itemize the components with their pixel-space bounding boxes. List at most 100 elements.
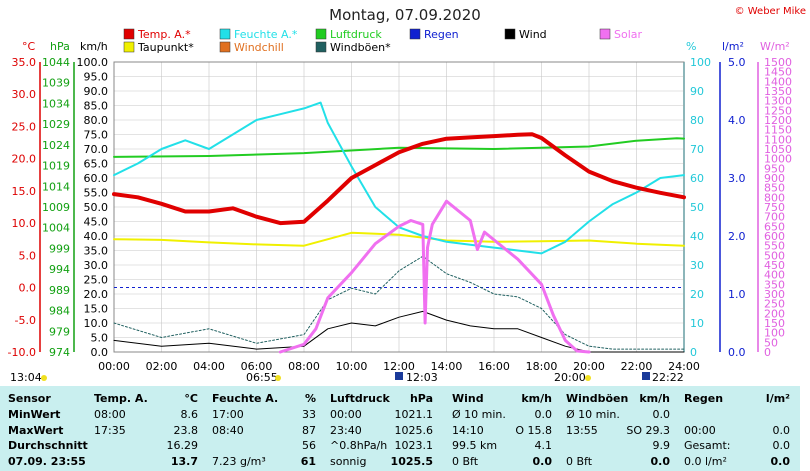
tick-solar: 550 (764, 240, 785, 253)
stats-cell: 0.0 l/m² (684, 454, 727, 468)
tick-rain: 1.0 (728, 288, 746, 301)
tick-pct: 70 (690, 143, 704, 156)
tick-kmh: 60.0 (84, 172, 109, 185)
stats-header-cell: Wind (452, 392, 484, 405)
stats-header-cell: hPa (409, 392, 433, 405)
stats-header-cell: Windböen (566, 392, 629, 405)
tick-kmh: 90.0 (84, 85, 109, 98)
tick-time: 04:00 (193, 360, 225, 373)
stats-row: Durchschnitt 16.29 56 ^0.8hPa/h 1023.1 99.5 k… (0, 439, 800, 454)
stats-row: MaxWert 17:35 23.8 08:40 87 23:40 1025.6 14:10 O… (0, 424, 800, 439)
sun-icon (41, 375, 47, 381)
sunrise-icon (275, 375, 281, 381)
tick-solar: 100 (764, 327, 785, 340)
tick-pct: 20 (690, 288, 704, 301)
unit-hpa: hPa (50, 40, 70, 53)
stats-header-cell: Temp. A. (94, 392, 148, 405)
stats-row-label: 07.09. 23:55 (8, 454, 86, 468)
tick-temp: 35.0 (12, 56, 37, 69)
legend-label: Windböen* (330, 41, 391, 54)
stats-cell: 0.0 (772, 439, 791, 452)
tick-kmh: 95.0 (84, 71, 109, 84)
tick-hpa: 1014 (42, 180, 70, 193)
stats-cell: 4.1 (534, 439, 553, 452)
stats-cell: SO 29.3 (626, 423, 670, 437)
tick-hpa: 1019 (42, 160, 70, 173)
marker-left-time: 13:04 (10, 371, 42, 384)
tick-kmh: 80.0 (84, 114, 109, 127)
legend-label: Windchill (234, 41, 284, 54)
unit-solar: W/m² (760, 40, 790, 53)
unit-temp: °C (22, 40, 36, 53)
copyright-label: © Weber Mike (735, 6, 806, 17)
stats-cell: 0.0 (652, 408, 671, 421)
tick-pct: 40 (690, 230, 704, 243)
stats-cell: 00:00 (684, 423, 716, 437)
weather-chart: Montag, 07.09.2020 © Weber Mike Temp. A.… (8, 6, 806, 384)
stats-cell: 0.0 (770, 454, 791, 468)
tick-hpa: 989 (49, 284, 70, 297)
tick-solar: 300 (764, 288, 785, 301)
tick-temp: -10.0 (8, 346, 36, 359)
tick-solar: 1000 (764, 153, 792, 166)
tick-pct: 90 (690, 85, 704, 98)
stats-cell: 00:00 (330, 408, 362, 421)
legend-swatch (599, 28, 611, 40)
tick-hpa: 1024 (42, 139, 70, 152)
tick-solar: 1500 (764, 56, 792, 69)
unit-rain: l/m² (722, 40, 744, 53)
unit-pct: % (686, 40, 696, 53)
tick-hpa: 1004 (42, 222, 70, 235)
tick-temp: 20.0 (12, 153, 37, 166)
time-markers: 13:04 06:55 12:03 20:00 22:22 (10, 371, 684, 384)
stats-table: Sensor Temp. A. °C Feuchte A.% Luftdruck hPa W… (0, 386, 800, 471)
axis-units: °C hPa km/h% l/m² W/m² (22, 40, 790, 53)
stats-header-cell: Feuchte A. (212, 392, 279, 405)
stats-cell: 9.9 (652, 439, 671, 452)
stats-cell: 1025.5 (390, 454, 433, 468)
stats-row: 07.09. 23:55 13.7 7.23 g/m³ 61 sonnig 1025.5 0… (0, 455, 800, 470)
tick-time: 16:00 (478, 360, 510, 373)
stats-cell: 13:55 (566, 423, 598, 437)
tick-time: 06:00 (241, 360, 273, 373)
tick-solar: 500 (764, 249, 785, 262)
stats-cell: 17:35 (94, 423, 126, 437)
marker-sunset: 20:00 (554, 371, 586, 384)
legend-swatch (219, 28, 231, 40)
legend-swatch (219, 41, 231, 53)
stats-cell: Ø 10 min. (452, 408, 506, 421)
tick-solar: 1200 (764, 114, 792, 127)
chart-title: Montag, 07.09.2020 (329, 6, 481, 24)
tick-kmh: 25.0 (84, 274, 109, 287)
stats-row-label: MaxWert (8, 423, 64, 437)
tick-kmh: 75.0 (84, 129, 109, 142)
tick-hpa: 1029 (42, 118, 70, 131)
stats-header-cell: l/m² (765, 392, 790, 405)
tick-temp: 5.0 (19, 249, 37, 262)
stats-header-cell: km/h (639, 392, 670, 405)
stats-cell: 23.8 (173, 423, 199, 437)
stats-cell: 8.6 (180, 408, 199, 421)
tick-pct: 10 (690, 317, 704, 330)
stats-header-cell: km/h (521, 392, 552, 405)
tick-kmh: 40.0 (84, 230, 109, 243)
tick-solar: 650 (764, 220, 785, 233)
tick-time: 00:00 (98, 360, 130, 373)
tick-solar: 1250 (764, 104, 792, 117)
tick-solar: 450 (764, 259, 785, 272)
legend-label: Solar (614, 28, 643, 41)
legend-swatch (504, 28, 516, 40)
tick-time: 22:00 (621, 360, 653, 373)
legend-label: Temp. A.* (137, 28, 191, 41)
legend-swatch (123, 41, 135, 53)
tick-solar: 50 (764, 336, 778, 349)
tick-hpa: 974 (49, 346, 70, 359)
legend-label: Regen (424, 28, 459, 41)
marker-noon: 12:03 (406, 371, 438, 384)
series-taupunkt (113, 231, 685, 247)
stats-cell: sonnig (330, 454, 367, 468)
noon-icon (395, 372, 403, 380)
tick-time: 12:00 (383, 360, 415, 373)
tick-solar: 1400 (764, 75, 792, 88)
tick-temp: 30.0 (12, 88, 37, 101)
